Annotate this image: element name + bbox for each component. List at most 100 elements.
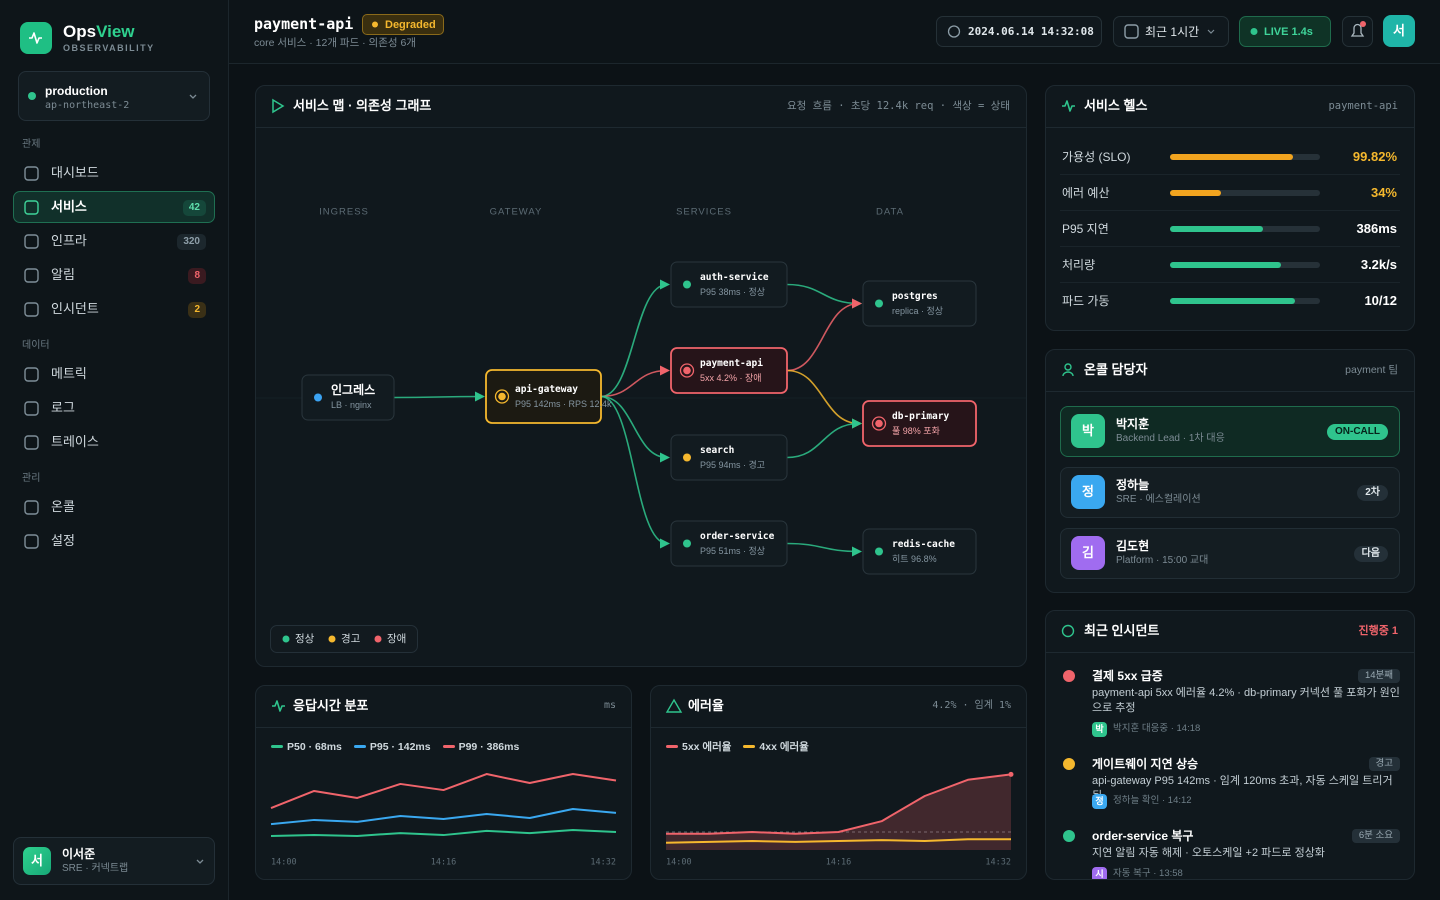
legend-swatch bbox=[353, 745, 366, 748]
chart-meta: 4.2% · 임계 1% bbox=[932, 700, 1011, 711]
incident-meta: 자동 복구 · 13:58 bbox=[1113, 868, 1183, 879]
nav-label: 설정 bbox=[51, 533, 75, 548]
environment-selector[interactable] bbox=[18, 71, 210, 121]
health-label: 가용성 (SLO) bbox=[1062, 150, 1131, 164]
nav-item[interactable] bbox=[13, 157, 215, 189]
header-avatar[interactable]: 서 bbox=[1383, 15, 1415, 47]
user-avatar: 서 bbox=[23, 847, 51, 875]
severity-icon bbox=[1063, 758, 1075, 770]
row-divider bbox=[1060, 210, 1400, 211]
legend-swatch bbox=[271, 745, 283, 748]
divider bbox=[1046, 391, 1414, 392]
nav-badge: 320 bbox=[177, 234, 206, 250]
health-title: 서비스 헬스 bbox=[1084, 98, 1148, 113]
service-map-panel bbox=[255, 85, 1027, 667]
incident-meta: 박지훈 대응중 · 14:18 bbox=[1113, 723, 1201, 734]
person-tag: 2차 bbox=[1357, 485, 1388, 501]
incidents-badge: 진행중 1 bbox=[1358, 625, 1398, 637]
map-header-divider bbox=[256, 127, 1026, 128]
user-name: 이서준 bbox=[62, 847, 96, 861]
person-role: Backend Lead · 1차 대응 bbox=[1116, 433, 1225, 444]
person-card[interactable] bbox=[1060, 528, 1400, 579]
sidebar bbox=[0, 0, 229, 900]
severity-icon bbox=[1063, 670, 1075, 682]
incident-tag: 6분 소요 bbox=[1351, 829, 1400, 843]
incidents-list: 결제 5xx 급증 14분째 payment-api 5xx 에러율 4.2% · … bbox=[1046, 653, 1414, 879]
person-avatar: 김 bbox=[1071, 536, 1105, 570]
nav-label: 트레이스 bbox=[51, 434, 99, 449]
legend-label: 5xx 에러율 bbox=[682, 740, 732, 753]
nav-label: 대시보드 bbox=[51, 165, 99, 180]
divider bbox=[1046, 652, 1414, 653]
person-card[interactable] bbox=[1060, 467, 1400, 518]
nav-section-label: 관제 bbox=[22, 139, 41, 150]
page-title: payment-api bbox=[254, 15, 354, 33]
status-text: Degraded bbox=[385, 18, 436, 31]
nav-badge: 2 bbox=[188, 302, 206, 318]
nav-label: 인시던트 bbox=[51, 301, 99, 316]
health-value: 99.82% bbox=[1352, 149, 1397, 164]
person-tag: ON-CALL bbox=[1327, 424, 1388, 440]
legend-swatch bbox=[743, 745, 756, 748]
person-name: 김도현 bbox=[1116, 539, 1150, 553]
health-label: 파드 가동 bbox=[1062, 294, 1110, 308]
chart-meta: ms bbox=[603, 700, 616, 711]
row-divider bbox=[1060, 246, 1400, 247]
nav-item[interactable] bbox=[13, 293, 215, 325]
notification-button[interactable] bbox=[1342, 16, 1373, 47]
logo bbox=[20, 22, 52, 54]
environment-name: production bbox=[45, 84, 108, 98]
person-avatar: 박 bbox=[1071, 414, 1105, 448]
bar-fill bbox=[1170, 154, 1293, 160]
nav-label: 메트릭 bbox=[51, 366, 87, 381]
oncall-team: payment 팀 bbox=[1345, 364, 1398, 376]
brand-tagline: OBSERVABILITY bbox=[63, 43, 155, 53]
user-card[interactable] bbox=[13, 837, 215, 885]
bar-fill bbox=[1170, 298, 1295, 304]
bar-fill bbox=[1170, 262, 1281, 268]
incident-avatar: 정 bbox=[1092, 794, 1107, 809]
divider bbox=[1046, 127, 1414, 128]
nav-badge: 42 bbox=[182, 200, 206, 216]
legend-swatch bbox=[666, 745, 678, 748]
incident-description: 지연 알림 자동 해제 · 오토스케일 +2 파드로 정상화 bbox=[1092, 847, 1325, 859]
nav-item[interactable] bbox=[13, 525, 215, 557]
divider bbox=[256, 727, 631, 728]
health-value: 34% bbox=[1370, 185, 1397, 200]
nav-item[interactable] bbox=[13, 191, 215, 223]
legend-swatch bbox=[442, 745, 455, 748]
health-label: 에러 예산 bbox=[1062, 186, 1110, 200]
chart-title: 에러율 bbox=[688, 698, 724, 713]
nav-label: 로그 bbox=[51, 400, 75, 415]
range-text: 최근 1시간 bbox=[1145, 25, 1200, 39]
nav-item[interactable] bbox=[13, 491, 215, 523]
person-tag: 다음 bbox=[1353, 546, 1388, 562]
incident-title: order-service 복구 bbox=[1092, 829, 1194, 843]
nav-label: 온콜 bbox=[51, 499, 75, 514]
timestamp: 2024.06.14 14:32:08 bbox=[968, 25, 1094, 38]
nav-item[interactable] bbox=[13, 358, 215, 390]
row-divider bbox=[1060, 282, 1400, 283]
nav-item[interactable] bbox=[13, 426, 215, 458]
incident-tag: 14분째 bbox=[1357, 669, 1400, 683]
person-name: 박지훈 bbox=[1116, 417, 1150, 431]
legend-label: 장애 bbox=[387, 633, 407, 645]
nav-item[interactable] bbox=[13, 392, 215, 424]
incident-title: 결제 5xx 급증 bbox=[1092, 669, 1163, 683]
incident-description: payment-api 5xx 에러율 4.2% · db-primary 커넥… bbox=[1092, 687, 1400, 714]
legend-label: P95 · 142ms bbox=[369, 740, 431, 753]
health-label: P95 지연 bbox=[1062, 222, 1109, 236]
nav-label: 서비스 bbox=[51, 199, 87, 214]
legend-label: 경고 bbox=[341, 633, 361, 645]
oncall-title: 온콜 담당자 bbox=[1084, 362, 1148, 377]
live-text: LIVE 1.4s bbox=[1264, 26, 1313, 38]
nav-item[interactable] bbox=[13, 259, 215, 291]
status-badge bbox=[362, 14, 444, 35]
nav-section-label: 데이터 bbox=[22, 340, 50, 351]
incident-avatar: 박 bbox=[1092, 722, 1107, 737]
incident-avatar: 시 bbox=[1092, 867, 1107, 879]
environment-region: ap-northeast-2 bbox=[45, 100, 130, 111]
row-divider bbox=[1060, 174, 1400, 175]
chart-title: 응답시간 분포 bbox=[293, 698, 369, 713]
health-value: 386ms bbox=[1356, 221, 1397, 236]
